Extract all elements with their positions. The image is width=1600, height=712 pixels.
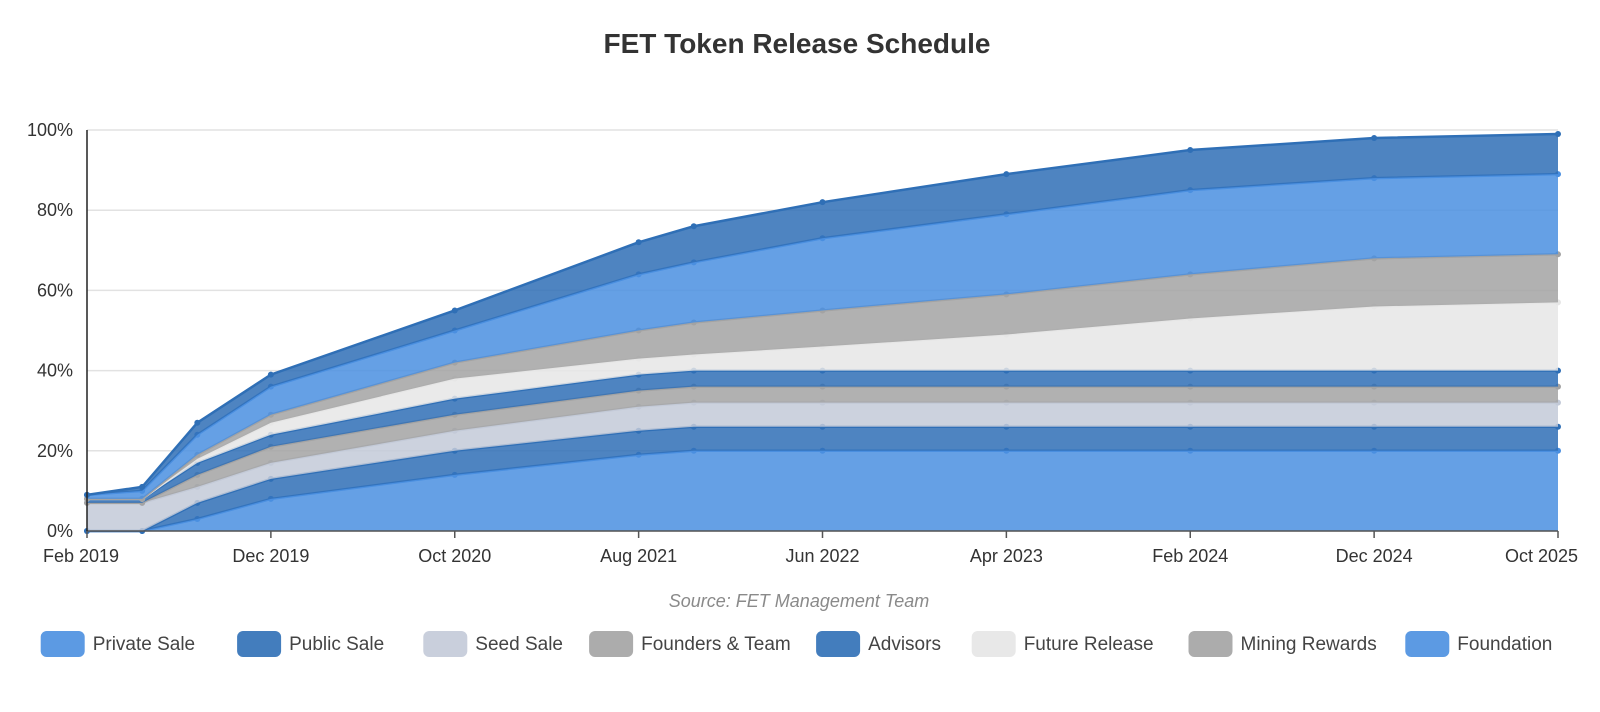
legend-item-label: Founders & Team bbox=[641, 634, 791, 655]
series-area bbox=[87, 450, 1558, 531]
series-area bbox=[87, 302, 1558, 499]
legend-swatch bbox=[423, 631, 468, 657]
legend-swatch bbox=[816, 631, 861, 657]
x-tick-label: Feb 2019 bbox=[43, 546, 119, 566]
x-tick-label: Aug 2021 bbox=[600, 546, 677, 566]
legend-item-label: Mining Rewards bbox=[1241, 634, 1377, 655]
data-point bbox=[267, 371, 274, 378]
x-tick-label: Apr 2023 bbox=[970, 546, 1043, 566]
legend-item-label: Advisors bbox=[868, 634, 941, 655]
source-note: Source: FET Management Team bbox=[669, 591, 929, 611]
data-point bbox=[819, 199, 826, 206]
chart-axes: 0% 20% 40% 60% 80% 100% Feb 2019 Dec 2019 Oct 20… bbox=[27, 120, 1578, 566]
x-tick-label: Feb 2024 bbox=[1152, 546, 1228, 566]
legend-item-label: Foundation bbox=[1457, 634, 1552, 655]
series-area bbox=[87, 370, 1558, 503]
data-point bbox=[451, 307, 458, 314]
x-tick-label: Oct 2025 bbox=[1505, 546, 1578, 566]
data-point bbox=[1187, 147, 1194, 154]
legend-item-label: Future Release bbox=[1024, 634, 1154, 655]
legend-item-label: Public Sale bbox=[289, 634, 384, 655]
legend-swatch bbox=[40, 631, 85, 657]
data-point bbox=[194, 419, 201, 426]
y-tick-label: 40% bbox=[37, 361, 73, 381]
legend-swatch bbox=[589, 631, 634, 657]
legend-swatch bbox=[1405, 631, 1450, 657]
y-tick-label: 60% bbox=[37, 280, 73, 300]
series-line bbox=[86, 132, 1559, 497]
legend-item-label: Seed Sale bbox=[475, 634, 563, 655]
y-tick-label: 80% bbox=[37, 200, 73, 220]
legend-swatch bbox=[237, 631, 282, 657]
series-area bbox=[87, 254, 1558, 499]
y-tick-label: 20% bbox=[37, 441, 73, 461]
data-point bbox=[690, 223, 697, 230]
series-area bbox=[87, 174, 1558, 499]
data-point bbox=[139, 483, 146, 490]
stacked-area-series bbox=[84, 131, 1561, 534]
data-point bbox=[1003, 171, 1010, 178]
series-area bbox=[87, 134, 1558, 495]
legend-swatch bbox=[971, 631, 1016, 657]
x-tick-label: Dec 2024 bbox=[1336, 546, 1413, 566]
x-tick-label: Jun 2022 bbox=[785, 546, 859, 566]
data-point bbox=[635, 239, 642, 246]
data-point bbox=[1555, 131, 1561, 138]
legend: Private Sale Public Sale Seed Sale Founders… bbox=[40, 631, 1552, 657]
legend-item-label: Private Sale bbox=[93, 634, 195, 655]
series-area bbox=[87, 402, 1558, 531]
y-tick-label: 100% bbox=[27, 120, 73, 140]
legend-swatch bbox=[1188, 631, 1233, 657]
x-tick-label: Oct 2020 bbox=[418, 546, 491, 566]
x-tick-label: Dec 2019 bbox=[232, 546, 309, 566]
data-point bbox=[1371, 135, 1378, 142]
chart-title: FET Token Release Schedule bbox=[604, 28, 991, 59]
y-tick-label: 0% bbox=[47, 521, 73, 541]
